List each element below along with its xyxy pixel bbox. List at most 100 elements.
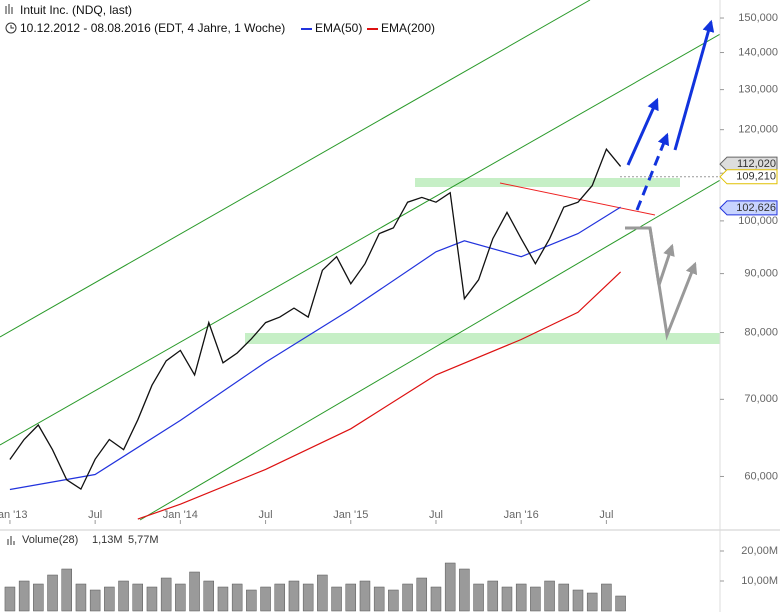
plot-area — [0, 0, 720, 521]
arrow — [648, 227, 698, 341]
volume-bar — [160, 577, 172, 612]
volume-bar — [75, 583, 87, 612]
volume-bar — [586, 592, 598, 612]
y-tick-label: 130,000 — [738, 84, 778, 96]
channel-line — [0, 33, 720, 446]
y-tick-label: 90,000 — [744, 268, 778, 280]
y-tick-label: 150,000 — [738, 12, 778, 24]
volume-bar — [61, 568, 72, 612]
x-tick-label: Jan '14 — [163, 509, 198, 521]
x-tick-label: Jul — [259, 509, 273, 521]
price-label-box — [719, 156, 778, 172]
volume-bar — [302, 583, 314, 612]
volume-bar — [231, 583, 243, 612]
volume-bar — [217, 586, 229, 612]
volume-bar — [246, 589, 257, 612]
x-tick-label: Jan '13 — [0, 509, 28, 521]
volume-tick-label: 20,00M — [741, 545, 778, 557]
volume-bar — [345, 583, 357, 612]
volume-bar — [501, 586, 513, 612]
volume-bar — [601, 583, 612, 612]
volume-bar — [373, 586, 385, 612]
volume-bar — [4, 586, 16, 612]
x-tick-label: Jul — [429, 509, 443, 521]
icon — [7, 536, 15, 545]
volume-bar — [175, 583, 186, 612]
icon — [5, 22, 17, 34]
volume-bar — [104, 586, 115, 612]
subtitle: 10.12.2012 - 08.08.2016 (EDT, 4 Jahre, 1… — [20, 21, 285, 35]
arrow — [673, 19, 715, 151]
y-tick-label: 140,000 — [738, 46, 778, 58]
volume-bar — [515, 583, 527, 612]
y-tick-label: 120,000 — [738, 124, 778, 136]
volume-bar — [33, 583, 44, 612]
price-label: 112,020 — [737, 158, 776, 170]
volume-bar — [288, 580, 300, 612]
volume-bar — [530, 586, 541, 612]
volume-bar — [487, 580, 499, 612]
volume-bar — [402, 583, 413, 612]
x-tick-label: Jan '15 — [333, 509, 368, 521]
arrow — [626, 97, 659, 166]
x-tick-label: Jul — [599, 509, 613, 521]
volume-label: 5,77M — [128, 534, 159, 546]
chart-title: Intuit Inc. (NDQ, last) — [20, 3, 132, 17]
arrow — [635, 132, 670, 211]
volume-bar — [444, 562, 456, 612]
volume-bar — [203, 580, 215, 612]
legend-label: EMA(50) — [315, 21, 362, 35]
legend-label: EMA(200) — [381, 21, 435, 35]
ema-line — [137, 271, 622, 520]
y-tick-label: 100,000 — [738, 215, 778, 227]
x-tick-label: Jan '16 — [504, 509, 539, 521]
price-label: 102,626 — [736, 202, 776, 214]
x-tick-label: Jul — [88, 509, 102, 521]
annotations — [625, 19, 715, 341]
volume-title: Volume(28) — [22, 534, 78, 546]
resistance-zone — [415, 178, 680, 187]
volume-bar — [615, 595, 626, 612]
volume-bar — [189, 571, 200, 612]
icon — [5, 4, 13, 14]
ema-line — [9, 206, 621, 491]
price-label: 109,210 — [736, 171, 776, 183]
volume-bar — [89, 589, 101, 612]
volume-bar — [317, 574, 328, 612]
volume-bar — [473, 583, 484, 612]
support-zone — [245, 333, 720, 344]
volume-bar — [331, 586, 342, 612]
y-tick-label: 60,000 — [744, 470, 778, 482]
volume-bar — [388, 589, 399, 612]
y-tick-label: 70,000 — [744, 393, 778, 405]
volume-bar — [146, 586, 158, 612]
volume-bar — [572, 589, 584, 612]
volume-header: Volume(28) 1,13M 5,77M — [7, 534, 159, 546]
triangle-line — [499, 182, 656, 216]
icon — [10, 25, 14, 29]
volume-bar — [47, 574, 58, 612]
volume-bar — [132, 583, 144, 612]
volume-bar — [118, 580, 129, 612]
channel-line — [139, 179, 720, 521]
volume-bar — [416, 577, 428, 612]
arrow — [625, 226, 675, 286]
volume-bar — [260, 586, 271, 612]
channel-line — [0, 0, 591, 338]
volume-bar — [274, 583, 286, 612]
y-tick-label: 80,000 — [744, 326, 778, 338]
price-label-box — [719, 200, 778, 216]
header: Intuit Inc. (NDQ, last) 10.12.2012 - 08.… — [5, 3, 435, 35]
volume-bar — [558, 583, 570, 612]
volume-bar — [544, 580, 555, 612]
price-label-box — [719, 169, 778, 185]
volume-bar — [459, 568, 470, 612]
volume-tick-label: 10,00M — [741, 575, 778, 587]
volume-bar — [430, 586, 442, 612]
volume-label: 1,13M — [92, 534, 123, 546]
volume-bar — [18, 580, 30, 612]
price-line — [9, 147, 622, 491]
volume-bar — [359, 580, 371, 612]
